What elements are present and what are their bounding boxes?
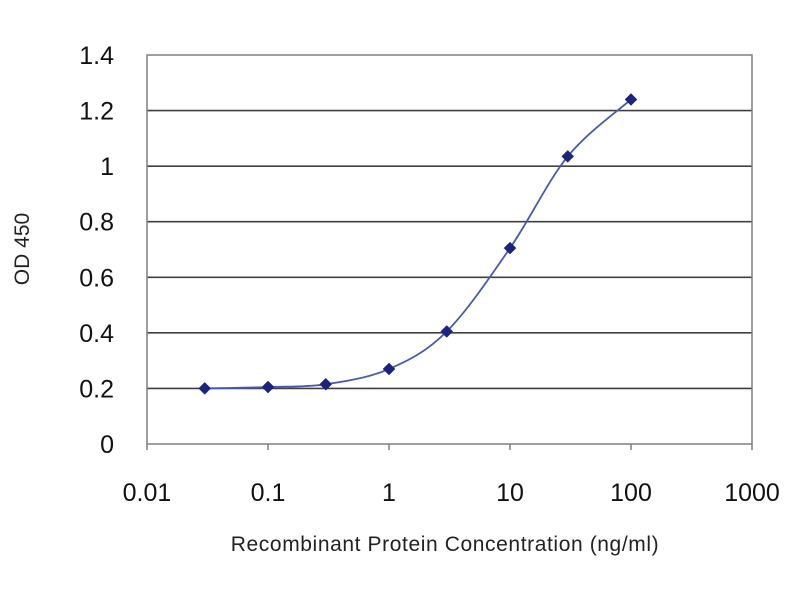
y-tick-label: 0.8 xyxy=(79,209,114,237)
data-points xyxy=(198,93,638,395)
plot-area-border xyxy=(146,54,753,445)
y-tick-label: 0.6 xyxy=(79,264,114,292)
x-tick-label: 0.01 xyxy=(123,479,172,507)
data-point-7 xyxy=(624,93,638,106)
y-tick-label: 0.2 xyxy=(79,375,114,403)
x-tick-labels: 0.01 0.1 1 10 100 1000 xyxy=(123,479,780,507)
x-ticks xyxy=(146,444,753,450)
x-tick-label: 0.1 xyxy=(251,479,286,507)
data-point-0 xyxy=(198,382,212,395)
x-tick-label: 1000 xyxy=(724,479,780,507)
y-axis-title: OD 450 xyxy=(11,213,34,285)
y-tick-label: 0.4 xyxy=(79,320,114,348)
data-point-5 xyxy=(503,241,517,255)
x-tick-label: 1 xyxy=(382,479,396,507)
data-point-6 xyxy=(561,150,575,163)
x-tick-label: 10 xyxy=(496,479,524,507)
y-tick-label: 1.2 xyxy=(79,98,114,126)
data-point-2 xyxy=(319,377,333,391)
x-axis-title: Recombinant Protein Concentration (ng/ml… xyxy=(231,533,659,556)
y-tick-label: 0 xyxy=(100,431,114,459)
data-point-3 xyxy=(382,362,396,376)
gridlines xyxy=(147,109,752,390)
y-tick-labels: 0 0.2 0.4 0.6 0.8 1 1.2 1.4 xyxy=(79,42,114,459)
y-tick-label: 1 xyxy=(100,153,114,181)
data-point-1 xyxy=(261,380,275,394)
fitted-curve xyxy=(204,98,632,390)
x-tick-label: 100 xyxy=(610,479,652,507)
y-tick-label: 1.4 xyxy=(79,42,114,70)
data-point-4 xyxy=(440,325,454,338)
